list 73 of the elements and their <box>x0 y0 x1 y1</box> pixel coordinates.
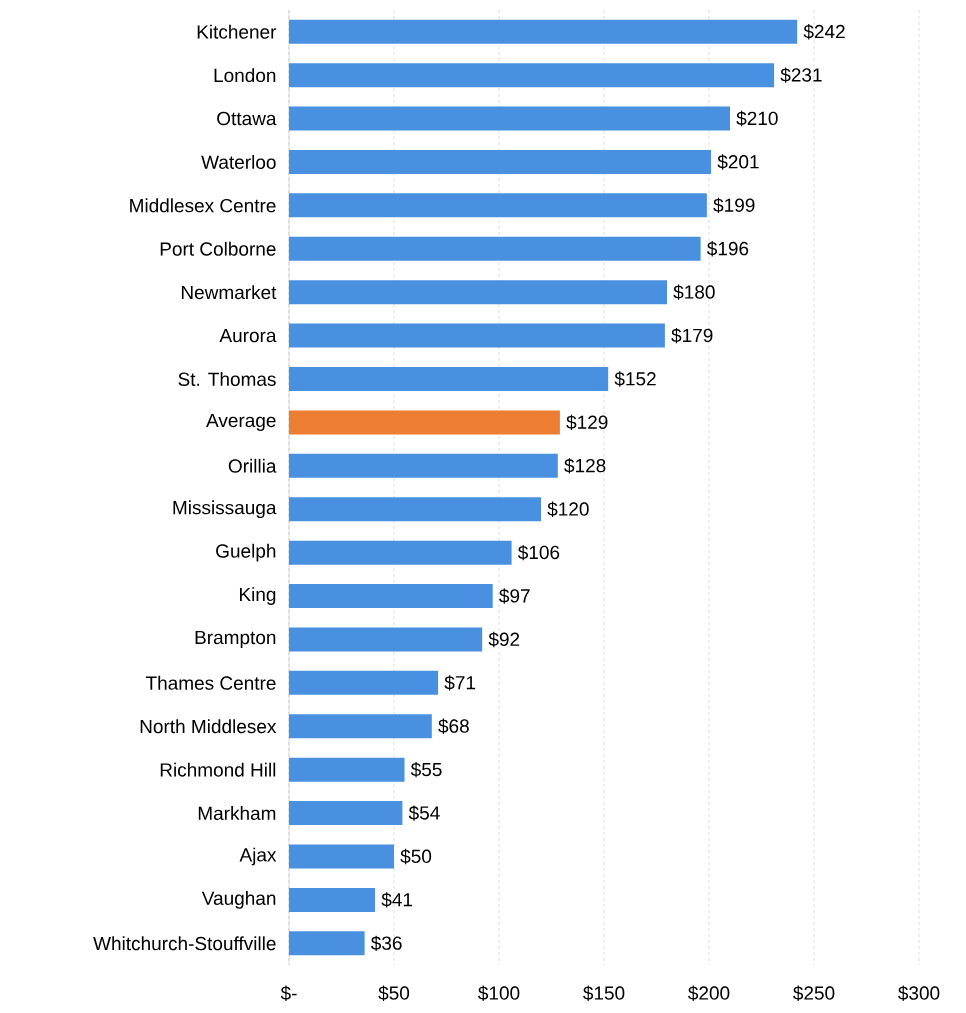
y-tick-label: Richmond Hill <box>160 762 276 777</box>
bar <box>289 540 512 565</box>
data-label: $54 <box>408 805 440 821</box>
bar <box>289 236 701 261</box>
y-tick-label: Orillia <box>228 458 277 473</box>
data-label: $55 <box>410 761 442 778</box>
x-tick-label: $300 <box>898 985 940 1001</box>
bar <box>289 801 403 826</box>
bar <box>289 366 609 391</box>
data-label: $201 <box>717 154 759 170</box>
data-label: $242 <box>803 24 845 40</box>
bar <box>289 63 775 88</box>
bar <box>289 931 365 956</box>
y-tick-label: Guelph <box>216 543 276 562</box>
data-label: $199 <box>713 197 755 214</box>
x-tick-label: $50 <box>378 985 410 1001</box>
y-tick-label: Brampton <box>195 630 276 648</box>
y-tick-label: St. Thomas <box>178 372 276 386</box>
x-tick-label: $250 <box>793 985 835 1001</box>
bar <box>289 280 667 305</box>
data-label: $120 <box>547 501 589 517</box>
data-label: $36 <box>371 935 402 951</box>
bar <box>289 323 665 348</box>
data-label: $129 <box>566 414 608 431</box>
y-tick-label: Thames Centre <box>145 675 276 690</box>
data-label: $180 <box>673 284 715 300</box>
bar <box>289 887 376 912</box>
y-tick-label: Ottawa <box>217 111 277 126</box>
data-label: $50 <box>400 848 432 865</box>
data-label: $152 <box>614 371 656 387</box>
data-label: $71 <box>444 675 476 691</box>
y-tick-label: Vaughan <box>201 891 276 909</box>
y-tick-label: Port Colborne <box>160 241 276 256</box>
data-label: $41 <box>381 892 413 908</box>
data-label: $97 <box>499 588 530 604</box>
data-label: $231 <box>780 67 822 83</box>
y-tick-label: London <box>214 68 276 83</box>
bar <box>289 19 798 44</box>
bar <box>289 627 483 652</box>
y-tick-label: Markham <box>198 806 276 821</box>
data-label: $196 <box>707 241 749 257</box>
bar <box>289 844 394 869</box>
bar <box>289 453 558 478</box>
data-label: $210 <box>736 110 778 127</box>
y-tick-label: Mississauga <box>173 500 277 519</box>
y-tick-label: Whitchurch-Stouffville <box>93 936 276 951</box>
bar <box>289 497 541 522</box>
y-tick-label: Middlesex Centre <box>130 198 276 213</box>
y-tick-label: King <box>239 587 276 605</box>
y-tick-label: Average <box>206 413 276 431</box>
bar <box>289 670 439 695</box>
bar <box>289 584 493 609</box>
y-tick-label: Kitchener <box>197 24 277 39</box>
data-label: $92 <box>488 631 520 648</box>
x-tick-label: $100 <box>478 985 520 1001</box>
bar <box>289 410 560 435</box>
bar <box>289 106 730 131</box>
bar <box>289 149 712 174</box>
x-tick-label: $- <box>280 985 297 1001</box>
bar <box>289 714 432 739</box>
y-tick-label: Newmarket <box>181 285 277 300</box>
data-label: $68 <box>438 718 469 734</box>
y-tick-label: Waterloo <box>201 154 276 169</box>
y-tick-label: Ajax <box>239 847 277 866</box>
data-label: $179 <box>671 327 713 344</box>
bar <box>289 757 405 782</box>
y-tick-label: North Middlesex <box>140 719 277 734</box>
bar <box>289 193 707 218</box>
y-tick-label: Aurora <box>219 328 277 343</box>
x-tick-label: $200 <box>688 985 730 1001</box>
x-tick-label: $150 <box>583 985 625 1001</box>
data-label: $106 <box>518 544 560 561</box>
data-label: $128 <box>564 458 606 474</box>
